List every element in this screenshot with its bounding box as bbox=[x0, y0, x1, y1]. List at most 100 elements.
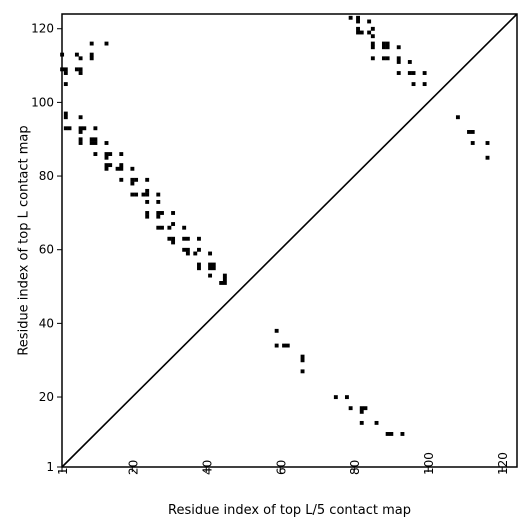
contact-point bbox=[285, 343, 290, 348]
contact-point bbox=[300, 354, 305, 359]
x-tick-label: 40 bbox=[200, 460, 214, 475]
contact-point bbox=[356, 30, 360, 35]
contact-point bbox=[134, 192, 139, 197]
contact-point bbox=[93, 137, 98, 142]
contact-point bbox=[300, 358, 305, 363]
contact-point bbox=[145, 192, 150, 197]
x-tick-label: 1 bbox=[56, 467, 70, 475]
contact-point bbox=[78, 115, 83, 120]
contact-point bbox=[359, 406, 364, 411]
contact-point bbox=[63, 67, 68, 72]
contact-point bbox=[485, 155, 490, 160]
contact-point bbox=[411, 71, 416, 75]
y-tick-label: 80 bbox=[39, 169, 54, 183]
contact-point bbox=[104, 152, 109, 156]
contact-point bbox=[400, 432, 405, 436]
contact-point bbox=[171, 240, 176, 245]
contact-point bbox=[407, 71, 412, 75]
contact-point bbox=[348, 406, 353, 411]
contact-point bbox=[63, 115, 68, 120]
contact-point bbox=[422, 82, 427, 87]
contact-point bbox=[211, 262, 216, 267]
contact-point bbox=[485, 141, 490, 145]
contact-point bbox=[470, 130, 475, 134]
contact-point bbox=[208, 266, 213, 271]
contact-point bbox=[104, 41, 109, 46]
contact-point bbox=[197, 236, 201, 241]
contact-point bbox=[74, 67, 79, 72]
contact-point bbox=[455, 115, 460, 120]
contact-point bbox=[167, 236, 172, 241]
contact-point bbox=[385, 56, 390, 61]
contact-point bbox=[78, 56, 83, 61]
contact-point bbox=[145, 188, 150, 193]
contact-point bbox=[222, 273, 227, 278]
contact-point bbox=[470, 141, 475, 145]
contact-point bbox=[370, 26, 375, 31]
contact-point bbox=[182, 236, 187, 241]
contact-point bbox=[130, 177, 135, 182]
contact-point bbox=[396, 60, 401, 64]
contact-point bbox=[344, 395, 349, 400]
contact-point bbox=[130, 192, 135, 197]
contact-point bbox=[370, 45, 375, 50]
contact-point bbox=[359, 30, 364, 35]
contact-point bbox=[78, 130, 83, 134]
contact-point bbox=[156, 192, 161, 197]
contact-point bbox=[89, 137, 94, 142]
contact-point bbox=[78, 141, 83, 145]
contact-point bbox=[422, 71, 427, 75]
contact-point bbox=[108, 163, 113, 168]
contact-point bbox=[156, 199, 161, 204]
contact-point bbox=[208, 262, 213, 267]
contact-point bbox=[93, 152, 98, 156]
contact-point bbox=[467, 130, 471, 134]
contact-point bbox=[63, 111, 68, 116]
contact-point bbox=[104, 163, 109, 168]
contact-point bbox=[119, 166, 124, 171]
contact-point bbox=[89, 41, 94, 46]
contact-point bbox=[141, 192, 146, 197]
contact-point bbox=[78, 137, 83, 142]
contact-points bbox=[60, 15, 490, 436]
contact-point bbox=[385, 432, 390, 436]
diagonal-line bbox=[61, 13, 518, 468]
contact-point bbox=[197, 247, 201, 252]
y-tick-label: 120 bbox=[31, 22, 54, 36]
contact-point bbox=[274, 328, 279, 333]
contact-point bbox=[145, 211, 150, 215]
contact-point bbox=[78, 126, 83, 131]
y-tick-label: 60 bbox=[39, 243, 54, 257]
y-tick-label: 1 bbox=[46, 460, 54, 474]
contact-point bbox=[367, 30, 372, 35]
contact-point bbox=[211, 266, 216, 271]
x-tick-label: 100 bbox=[422, 452, 436, 475]
contact-point bbox=[356, 19, 360, 24]
contact-point bbox=[89, 141, 94, 145]
contact-point bbox=[374, 420, 379, 425]
contact-point bbox=[333, 395, 338, 400]
x-tick-label: 120 bbox=[496, 452, 510, 475]
contact-point bbox=[359, 409, 364, 414]
contact-point bbox=[359, 420, 364, 425]
contact-point bbox=[63, 82, 68, 87]
contact-point bbox=[119, 163, 124, 168]
x-tick-label: 80 bbox=[348, 460, 362, 475]
contact-point bbox=[63, 126, 68, 131]
contact-point bbox=[381, 41, 386, 46]
contact-point bbox=[145, 177, 150, 182]
contact-point bbox=[167, 225, 172, 230]
y-tick-label: 40 bbox=[39, 316, 54, 330]
contact-point bbox=[115, 166, 120, 171]
contact-point bbox=[160, 225, 164, 230]
contact-point bbox=[356, 26, 360, 31]
contact-point bbox=[274, 343, 279, 348]
contact-point bbox=[356, 15, 360, 20]
contact-point bbox=[104, 141, 109, 145]
contact-point bbox=[385, 41, 390, 46]
contact-point bbox=[300, 369, 305, 374]
contact-point bbox=[185, 247, 190, 252]
plot-frame bbox=[61, 13, 518, 468]
contact-point bbox=[185, 236, 190, 241]
